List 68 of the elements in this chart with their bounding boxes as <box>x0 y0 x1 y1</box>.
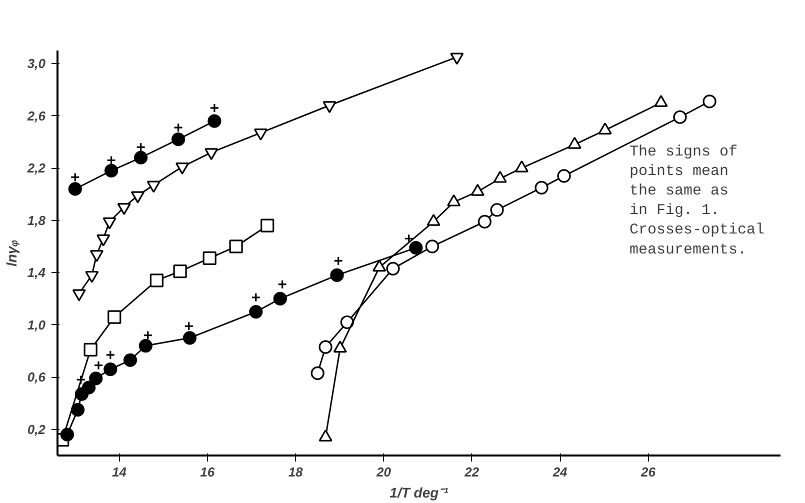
y-axis-title: lnγᵩ <box>3 239 20 267</box>
x-tick-label: 18 <box>288 464 304 480</box>
point <box>70 172 80 182</box>
point <box>557 169 571 183</box>
point <box>478 214 492 228</box>
point <box>104 362 118 376</box>
x-tick-label: 22 <box>464 464 480 480</box>
point <box>386 262 400 276</box>
point <box>229 240 243 254</box>
point <box>136 142 146 152</box>
point <box>404 234 414 244</box>
y-tick-label: 2,2 <box>26 160 46 176</box>
y-tick-label: 1,0 <box>27 317 46 332</box>
point <box>173 122 184 132</box>
point <box>150 274 164 288</box>
point <box>106 350 116 360</box>
x-axis-title: 1/T deg⁻¹ <box>390 484 449 500</box>
point <box>673 110 687 124</box>
point <box>123 353 138 367</box>
point <box>104 164 118 178</box>
point <box>70 402 85 417</box>
point <box>171 132 186 146</box>
annotation: The signs of points mean the same as in Fig. 1. Crosses-optical measurements. <box>630 144 765 258</box>
y-tick-label: 2,6 <box>26 108 46 124</box>
point <box>82 380 96 394</box>
point <box>138 338 152 353</box>
point <box>143 330 153 340</box>
point <box>60 428 74 442</box>
point <box>260 218 274 232</box>
point <box>425 240 440 254</box>
x-tick-label: 24 <box>552 464 568 480</box>
y-tick-label: 3,0 <box>27 56 46 72</box>
point <box>106 155 116 166</box>
point <box>208 114 222 128</box>
point <box>310 366 324 380</box>
point <box>534 180 548 194</box>
point <box>249 305 263 319</box>
point <box>654 95 668 108</box>
point <box>89 372 103 386</box>
x-tick-label: 16 <box>200 464 216 480</box>
x-tick-label: 14 <box>112 464 128 480</box>
y-tick-label: 1,4 <box>27 265 46 280</box>
point <box>94 360 104 370</box>
point <box>409 240 423 255</box>
point <box>251 292 261 302</box>
point <box>490 203 504 217</box>
x-tick-label: 20 <box>376 464 392 480</box>
point <box>273 292 287 306</box>
point <box>108 310 122 324</box>
point <box>702 94 716 108</box>
y-tick-label: 0,2 <box>27 422 46 437</box>
point <box>173 264 187 278</box>
point <box>210 103 220 113</box>
point <box>68 182 82 196</box>
y-tick-label: 1,8 <box>27 212 46 228</box>
point <box>278 280 288 290</box>
point <box>134 150 148 164</box>
x-tick-label: 26 <box>640 464 656 480</box>
point <box>202 251 216 266</box>
point <box>334 256 344 266</box>
point <box>340 315 354 330</box>
point <box>184 321 194 331</box>
point <box>84 342 98 356</box>
y-tick-label: 0,6 <box>27 370 46 385</box>
point <box>182 331 197 345</box>
point <box>330 268 344 282</box>
point <box>76 374 86 385</box>
point <box>318 340 332 354</box>
